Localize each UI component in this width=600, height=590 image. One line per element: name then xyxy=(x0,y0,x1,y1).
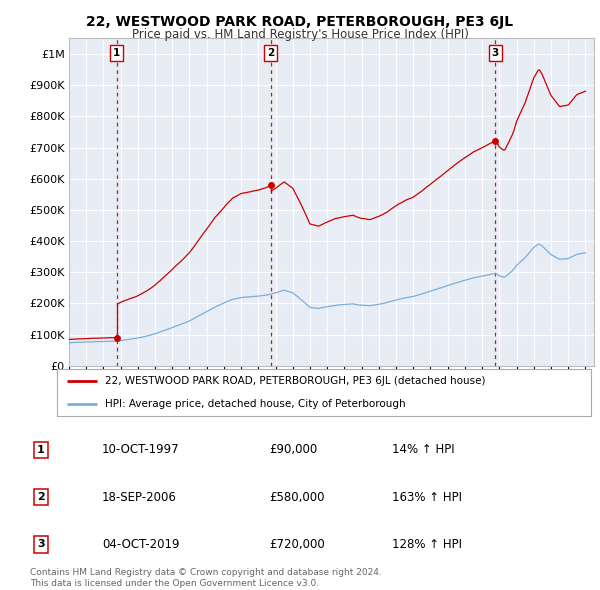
Text: HPI: Average price, detached house, City of Peterborough: HPI: Average price, detached house, City… xyxy=(105,399,406,409)
Text: 2: 2 xyxy=(267,48,274,58)
Text: 14% ↑ HPI: 14% ↑ HPI xyxy=(392,443,455,457)
Text: 3: 3 xyxy=(491,48,499,58)
Text: 163% ↑ HPI: 163% ↑ HPI xyxy=(392,490,462,504)
Text: Contains HM Land Registry data © Crown copyright and database right 2024.: Contains HM Land Registry data © Crown c… xyxy=(30,568,382,576)
Text: 128% ↑ HPI: 128% ↑ HPI xyxy=(392,537,462,551)
Text: 18-SEP-2006: 18-SEP-2006 xyxy=(102,490,177,504)
Text: 22, WESTWOOD PARK ROAD, PETERBOROUGH, PE3 6JL: 22, WESTWOOD PARK ROAD, PETERBOROUGH, PE… xyxy=(86,15,514,30)
Text: 3: 3 xyxy=(37,539,44,549)
Text: 2: 2 xyxy=(37,492,44,502)
Text: Price paid vs. HM Land Registry's House Price Index (HPI): Price paid vs. HM Land Registry's House … xyxy=(131,28,469,41)
Text: 22, WESTWOOD PARK ROAD, PETERBOROUGH, PE3 6JL (detached house): 22, WESTWOOD PARK ROAD, PETERBOROUGH, PE… xyxy=(105,376,485,386)
Text: £90,000: £90,000 xyxy=(269,443,318,457)
Text: This data is licensed under the Open Government Licence v3.0.: This data is licensed under the Open Gov… xyxy=(30,579,319,588)
Text: £580,000: £580,000 xyxy=(269,490,325,504)
Text: 1: 1 xyxy=(37,445,44,455)
Text: 04-OCT-2019: 04-OCT-2019 xyxy=(102,537,179,551)
Text: 1: 1 xyxy=(113,48,121,58)
Text: £720,000: £720,000 xyxy=(269,537,325,551)
Text: 10-OCT-1997: 10-OCT-1997 xyxy=(102,443,180,457)
